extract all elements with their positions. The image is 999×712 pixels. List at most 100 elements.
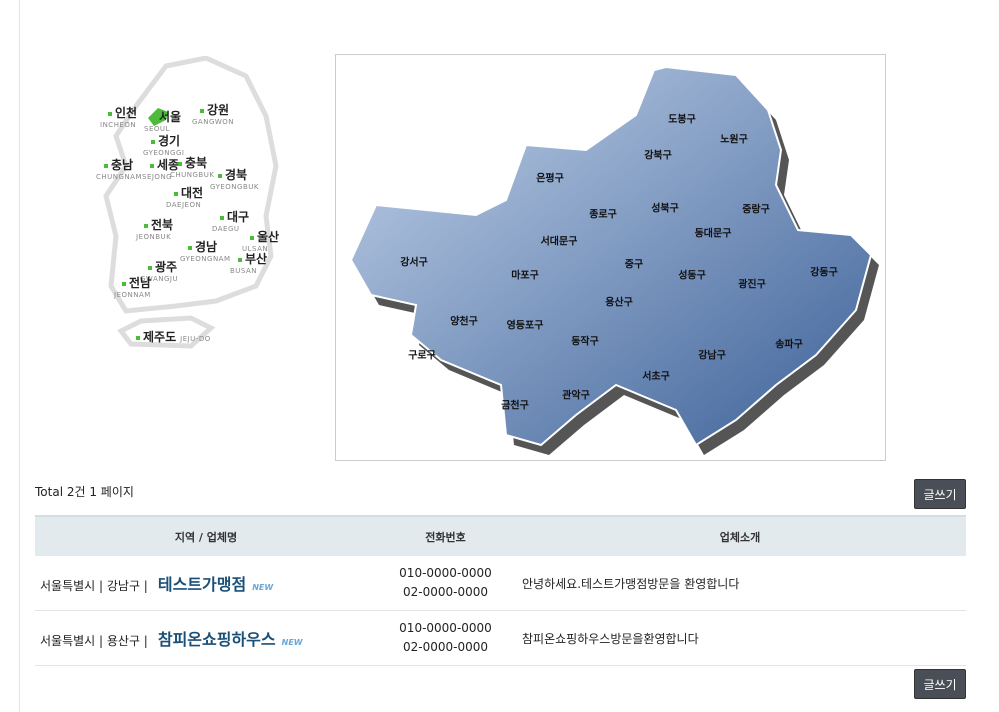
- region-label: 경남: [195, 240, 218, 254]
- new-badge: NEW: [252, 583, 274, 592]
- region-label: 대전: [181, 186, 204, 200]
- district-2[interactable]: 강북구: [644, 150, 672, 162]
- district-13[interactable]: 광진구: [738, 279, 766, 291]
- district-3[interactable]: 은평구: [536, 173, 564, 185]
- region-jeju-do[interactable]: 제주도 JEJU-DO: [136, 328, 211, 345]
- district-17[interactable]: 영등포구: [506, 320, 544, 332]
- region-label: 제주도: [143, 330, 177, 344]
- region-label-en: GANGWON: [192, 118, 235, 126]
- region-incheon[interactable]: 인천 INCHEON: [100, 104, 138, 129]
- district-0[interactable]: 도봉구: [668, 114, 696, 126]
- table-row: 서울특별시 | 강남구 | 테스트가맹점 NEW 010-0000-0000 02-0…: [35, 556, 966, 611]
- region-seoul[interactable]: 서울 SEOUL: [144, 108, 181, 133]
- region-label-en: CHUNGBUK: [170, 171, 215, 179]
- region-label-en: INCHEON: [100, 121, 137, 129]
- region-chungnam[interactable]: 충남 CHUNGNAM: [96, 156, 142, 181]
- region-dot-icon: [178, 161, 182, 166]
- region-chungbuk[interactable]: 충북 CHUNGBUK: [170, 154, 214, 179]
- phone: 02-0000-0000: [402, 640, 488, 654]
- district-5[interactable]: 성북구: [651, 203, 679, 215]
- district-7[interactable]: 서대문구: [540, 236, 578, 248]
- region-dot-icon: [148, 265, 152, 270]
- intro: 참피온쇼핑하우스방문을환영합니다: [514, 610, 966, 666]
- district-12[interactable]: 성동구: [678, 270, 706, 282]
- district-11[interactable]: 중구: [624, 259, 644, 271]
- region-gyeongnam[interactable]: 경남 GYEONGNAM: [180, 238, 231, 263]
- region-label-en: SEJONG: [142, 173, 173, 181]
- shop-table: 지역 / 업체명 전화번호 업체소개 서울특별시 | 강남구 | 테스트가맹점 NE…: [35, 515, 966, 666]
- region-label-en: DAEGU: [212, 225, 240, 233]
- region-label-en: JEONNAM: [114, 291, 151, 299]
- region-label-en: CHUNGNAM: [96, 173, 142, 181]
- district-6[interactable]: 중랑구: [742, 204, 770, 216]
- district-23[interactable]: 관악구: [562, 390, 590, 402]
- region-daegu[interactable]: 대구 DAEGU: [212, 208, 250, 233]
- region-label-en: GWANGJU: [140, 275, 179, 283]
- district-19[interactable]: 송파구: [775, 339, 803, 351]
- mobile-phone: 010-0000-0000: [399, 566, 492, 580]
- district-10[interactable]: 마포구: [511, 270, 539, 282]
- region-gyeongbuk[interactable]: 경북 GYEONGBUK: [210, 166, 259, 191]
- region-ulsan[interactable]: 울산 ULSAN: [242, 228, 280, 253]
- region-label: 울산: [257, 230, 280, 244]
- region-daejeon[interactable]: 대전 DAEJEON: [166, 184, 204, 209]
- header-phone: 전화번호: [377, 515, 514, 556]
- region-label: 부산: [245, 252, 268, 266]
- shop-name-link[interactable]: 테스트가맹점: [157, 575, 247, 594]
- region-busan[interactable]: 부산 BUSAN: [230, 250, 268, 275]
- district-1[interactable]: 노원구: [720, 134, 748, 146]
- region-label-en: ULSAN: [242, 245, 269, 253]
- divider: [19, 0, 20, 712]
- write-button-top[interactable]: 글쓰기: [914, 479, 966, 509]
- region-label: 강원: [207, 103, 230, 117]
- district-16[interactable]: 양천구: [450, 316, 478, 328]
- region-label: 충북: [185, 156, 208, 170]
- region-dot-icon: [218, 173, 222, 178]
- district-9[interactable]: 강서구: [400, 257, 428, 269]
- region-label: 전북: [151, 218, 174, 232]
- region-label-en: DAEJEON: [166, 201, 202, 209]
- region-label-en: BUSAN: [230, 267, 258, 275]
- region-label-en: JEONBUK: [136, 233, 172, 241]
- district-14[interactable]: 강동구: [810, 267, 838, 279]
- region: 서울특별시 | 강남구 |: [40, 579, 148, 593]
- district-4[interactable]: 종로구: [589, 209, 617, 221]
- region-label: 경기: [158, 134, 181, 148]
- region-label-en: GYEONGNAM: [180, 255, 231, 263]
- district-20[interactable]: 구로구: [408, 350, 436, 362]
- district-21[interactable]: 강남구: [698, 350, 726, 362]
- region-gangwon[interactable]: 강원 GANGWON: [192, 101, 234, 126]
- region-label: 광주: [155, 260, 178, 274]
- district-24[interactable]: 금천구: [501, 400, 529, 412]
- region-label: 대구: [227, 210, 250, 224]
- write-button-bottom[interactable]: 글쓰기: [914, 669, 966, 699]
- region-dot-icon: [174, 191, 178, 196]
- region-jeonnam[interactable]: 전남 JEONNAM: [114, 274, 152, 299]
- region-dot-icon: [238, 257, 242, 262]
- region-label: 전남: [129, 276, 152, 290]
- region-gwangju[interactable]: 광주 GWANGJU: [140, 258, 178, 283]
- shop-name-link[interactable]: 참피온쇼핑하우스: [157, 630, 276, 649]
- region-dot-icon: [136, 335, 140, 340]
- district-22[interactable]: 서초구: [642, 371, 670, 383]
- region-label: 인천: [115, 106, 138, 120]
- region-label-en: GYEONGGI: [143, 149, 185, 157]
- new-badge: NEW: [281, 638, 303, 647]
- region-label-en: JEJU-DO: [180, 335, 211, 343]
- header-region: 지역 / 업체명: [35, 515, 377, 556]
- phone: 02-0000-0000: [402, 585, 488, 599]
- seoul-outline: [349, 65, 879, 455]
- region-label: 경북: [225, 168, 248, 182]
- district-18[interactable]: 동작구: [571, 336, 599, 348]
- region-sejong[interactable]: 세종 SEJONG: [142, 156, 179, 181]
- region-dot-icon: [250, 235, 254, 240]
- region: 서울특별시 | 용산구 |: [40, 634, 148, 648]
- region-dot-icon: [122, 281, 126, 286]
- region-jeonbuk[interactable]: 전북 JEONBUK: [136, 216, 174, 241]
- total-count: Total 2건 1 페이지: [35, 485, 134, 499]
- intro: 안녕하세요.테스트가맹점방문을 환영합니다: [514, 556, 966, 611]
- district-8[interactable]: 동대문구: [694, 228, 732, 240]
- district-15[interactable]: 용산구: [605, 297, 633, 309]
- region-gyeonggi[interactable]: 경기 GYEONGGI: [143, 132, 184, 157]
